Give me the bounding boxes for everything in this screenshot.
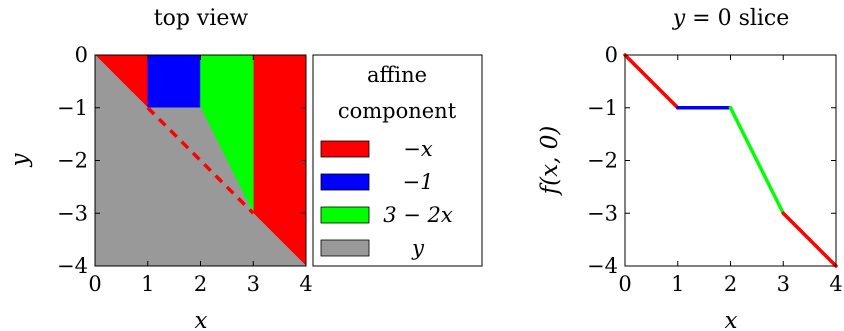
right-panel: y = 0 slice 0 1 2 3 4 0 −1 −2 −3 −4 x f(x, 0) — [537, 6, 843, 331]
right-xlabel: x — [725, 308, 738, 331]
legend-swatch — [320, 206, 370, 224]
left-ytick-label: −2 — [57, 149, 88, 173]
legend-title-line2: component — [338, 99, 457, 123]
legend-box — [312, 54, 483, 267]
right-ylabel: f(x, 0) — [537, 126, 563, 197]
right-xtick-label: 1 — [671, 272, 684, 296]
left-xlabel: x — [195, 308, 208, 331]
series-segment-1 — [623, 53, 680, 110]
left-xtick-label: 1 — [141, 272, 154, 296]
left-regions — [94, 54, 307, 267]
legend-title-line1: affine — [367, 63, 427, 87]
series-segment-3 — [728, 106, 785, 215]
legend-entries: −x −1 3 − 2x y — [320, 137, 453, 260]
left-title: top view — [154, 6, 249, 31]
legend-label: 3 − 2x — [383, 203, 453, 227]
right-series — [623, 53, 838, 268]
right-ticks: 0 1 2 3 4 0 −1 −2 −3 −4 — [587, 43, 843, 296]
right-xtick-label: 0 — [618, 272, 631, 296]
left-ytick-label: −3 — [57, 201, 88, 225]
legend-label: −1 — [403, 170, 434, 194]
left-panel: top view 0 1 2 3 4 0 −1 −2 −3 −4 x y — [7, 6, 313, 331]
left-ytick-label: 0 — [75, 43, 88, 67]
right-ytick-label: −3 — [587, 201, 618, 225]
legend: affine component −x −1 3 − 2x y — [312, 54, 483, 267]
legend-label: −x — [403, 137, 433, 161]
left-xtick-label: 2 — [194, 272, 207, 296]
left-ticks: 0 1 2 3 4 0 −1 −2 −3 −4 — [57, 43, 313, 296]
right-xtick-label: 2 — [724, 272, 737, 296]
left-xtick-label: 4 — [299, 272, 312, 296]
right-ytick-label: −4 — [587, 254, 618, 278]
legend-label: y — [411, 236, 425, 260]
right-ytick-label: −1 — [587, 96, 618, 120]
right-xtick-label: 4 — [829, 272, 842, 296]
legend-swatch — [320, 140, 370, 158]
left-ylabel: y — [7, 153, 33, 168]
right-ytick-label: −2 — [587, 149, 618, 173]
series-segment-4 — [781, 211, 838, 268]
right-xtick-label: 3 — [777, 272, 790, 296]
legend-swatch — [320, 239, 370, 257]
right-ytick-label: 0 — [605, 43, 618, 67]
region-neg-1 — [147, 54, 201, 109]
left-xtick-label: 3 — [247, 272, 260, 296]
legend-swatch — [320, 173, 370, 191]
left-xtick-label: 0 — [88, 272, 101, 296]
left-ytick-label: −4 — [57, 254, 88, 278]
right-title: y = 0 slice — [672, 6, 790, 31]
dashed-boundary-line — [146, 106, 255, 215]
left-ytick-label: −1 — [57, 96, 88, 120]
